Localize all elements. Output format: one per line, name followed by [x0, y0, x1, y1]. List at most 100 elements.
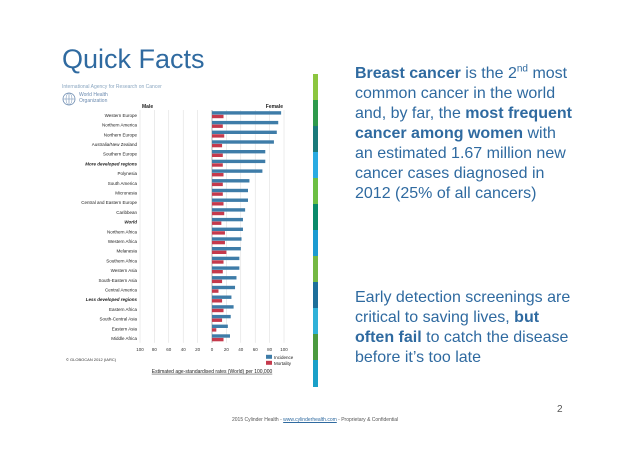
text-p2-part1: Early detection screenings are critical …	[355, 289, 571, 326]
bar-mortality	[212, 202, 224, 206]
x-axis-label: Estimated age-standardised rates (World)…	[152, 369, 273, 375]
legend-swatch-mortality	[266, 360, 272, 365]
bar-incidence	[212, 314, 231, 319]
bar-incidence	[212, 276, 237, 280]
bar-incidence	[212, 324, 228, 328]
bar-mortality	[212, 270, 223, 274]
category-label: Western Europe	[105, 113, 138, 118]
x-tick-label: 100	[136, 347, 144, 352]
text-breast-cancer: Breast cancer	[355, 65, 461, 82]
strip-segment	[313, 204, 318, 231]
strip-segment	[313, 360, 318, 387]
footer: 2015 Cylinder Health - www.cylinderhealt…	[232, 417, 398, 423]
x-tick-label: 80	[267, 347, 273, 352]
strip-segment	[313, 178, 318, 205]
text-but-often-fail: but often fail	[355, 309, 540, 346]
breast-cancer-chart: 100 80 60 40 20 0 20 40 60 80 100 Male Female Western…	[66, 104, 294, 375]
category-label: Central America	[105, 287, 138, 292]
category-label: Melanesia	[116, 249, 137, 254]
category-label: Southern Europe	[103, 152, 138, 157]
bar-mortality	[212, 308, 224, 313]
bar-incidence	[212, 295, 232, 299]
bar-incidence	[212, 237, 242, 241]
bar-mortality	[212, 231, 225, 235]
strip-segment	[313, 334, 318, 361]
bar-mortality	[212, 134, 225, 138]
bar-mortality	[212, 328, 217, 332]
header-female: Female	[266, 104, 283, 110]
bar-incidence	[212, 140, 274, 144]
text-p1-part1: is the 2	[460, 65, 517, 82]
x-tick-label: 0	[211, 347, 214, 352]
bar-incidence	[212, 208, 246, 212]
bar-mortality	[212, 240, 225, 245]
iarc-header: International Agency for Research on Can…	[62, 84, 162, 90]
bar-mortality	[212, 260, 224, 264]
category-label: Eastern Asia	[112, 326, 138, 331]
bar-mortality	[212, 173, 224, 177]
category-label: Northern Europe	[104, 132, 138, 137]
category-label: Central and Eastern Europe	[81, 200, 137, 205]
category-label: Australia/New Zealand	[92, 142, 138, 147]
category-label: Southern Africa	[106, 258, 137, 263]
category-label: Middle Africa	[111, 336, 137, 341]
bar-incidence	[212, 188, 248, 193]
footer-prefix: 2015 Cylinder Health -	[232, 417, 284, 423]
text-p2-part2: to catch the disease before it’s too lat…	[355, 329, 569, 366]
legend-swatch-incidence	[266, 354, 272, 359]
bar-incidence	[212, 198, 248, 202]
category-label: Caribbean	[116, 210, 137, 215]
bar-incidence	[212, 247, 241, 251]
who-text: World Health Organization	[79, 92, 139, 104]
category-label: Micronesia	[115, 190, 137, 195]
x-tick-label: 20	[195, 347, 201, 352]
bar-mortality	[212, 114, 224, 119]
footer-suffix: - Proprietary & Confidential	[336, 417, 399, 423]
bar-incidence	[212, 266, 240, 270]
paragraph-early-detection: Early detection screenings are critical …	[355, 288, 577, 368]
x-tick-label: 60	[166, 347, 172, 352]
chart-source: © GLOBOCAN 2012 (IARC)	[66, 357, 117, 362]
category-label: Less developed regions	[86, 297, 138, 302]
decorative-color-strip	[313, 74, 318, 387]
bar-mortality	[212, 289, 219, 293]
footer-link[interactable]: www.cylinderhealth.com	[283, 417, 337, 423]
bar-incidence	[212, 256, 240, 261]
strip-segment	[313, 230, 318, 257]
legend-label-mortality: Mortality	[274, 361, 292, 366]
bar-mortality	[212, 337, 224, 342]
strip-segment	[313, 100, 318, 127]
x-tick-label: 20	[224, 347, 230, 352]
category-label: Polynesia	[117, 171, 137, 176]
bar-mortality	[212, 124, 223, 128]
x-tick-label: 40	[181, 347, 187, 352]
legend-label-incidence: Incidence	[274, 355, 294, 360]
bar-mortality	[212, 221, 222, 225]
bar-incidence	[212, 159, 266, 164]
text-p1-part2: most common cancer in the world and, by …	[355, 65, 568, 122]
strip-segment	[313, 74, 318, 101]
bar-incidence	[212, 305, 234, 309]
bar-incidence	[212, 111, 282, 115]
strip-segment	[313, 282, 318, 309]
category-label: Western Asia	[111, 268, 138, 273]
x-tick-label: 80	[152, 347, 158, 352]
bar-mortality	[212, 163, 223, 167]
x-tick-label: 100	[280, 347, 288, 352]
bar-incidence	[212, 334, 230, 338]
category-label: South-Central Asia	[99, 317, 137, 322]
strip-segment	[313, 308, 318, 335]
bar-incidence	[212, 150, 266, 154]
bar-incidence	[212, 179, 250, 183]
category-label: South America	[108, 181, 138, 186]
category-label: More developed regions	[85, 161, 137, 166]
bar-mortality	[212, 279, 223, 284]
strip-segment	[313, 256, 318, 283]
who-line-2: Organization	[79, 98, 108, 104]
bar-incidence	[212, 120, 279, 125]
category-label: Northern America	[102, 123, 138, 128]
slide-title: Quick Facts	[62, 44, 205, 74]
category-label: Eastern Africa	[109, 307, 138, 312]
bar-incidence	[212, 285, 236, 290]
who-logo-icon	[62, 92, 76, 106]
